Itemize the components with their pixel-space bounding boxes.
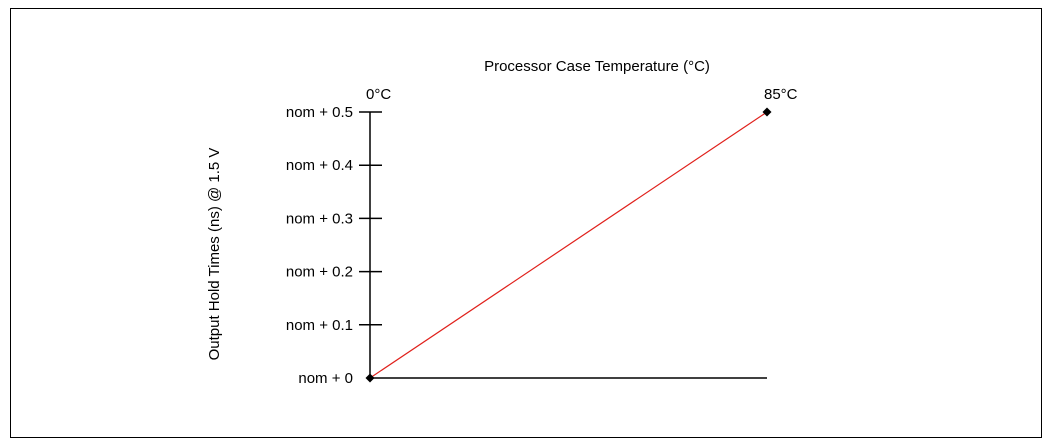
y-tick-label: nom + 0.4 xyxy=(286,157,353,174)
series-line xyxy=(369,111,768,379)
chart-title: Processor Case Temperature (°C) xyxy=(484,58,710,75)
y-tick-label: nom + 0.1 xyxy=(286,317,353,334)
data-point-marker xyxy=(365,373,375,383)
hold-time-chart: Processor Case Temperature (°C) Output H… xyxy=(206,58,798,387)
data-point-marker xyxy=(762,107,772,117)
y-tick-label: nom + 0.5 xyxy=(286,104,353,121)
y-tick-label: nom + 0.2 xyxy=(286,264,353,281)
y-axis-label: Output Hold Times (ns) @ 1.5 V xyxy=(206,148,223,361)
y-tick-label: nom + 0 xyxy=(298,370,353,387)
x-start-label: 0°C xyxy=(366,86,391,103)
y-tick-label: nom + 0.3 xyxy=(286,210,353,227)
x-end-label: 85°C xyxy=(764,86,798,103)
